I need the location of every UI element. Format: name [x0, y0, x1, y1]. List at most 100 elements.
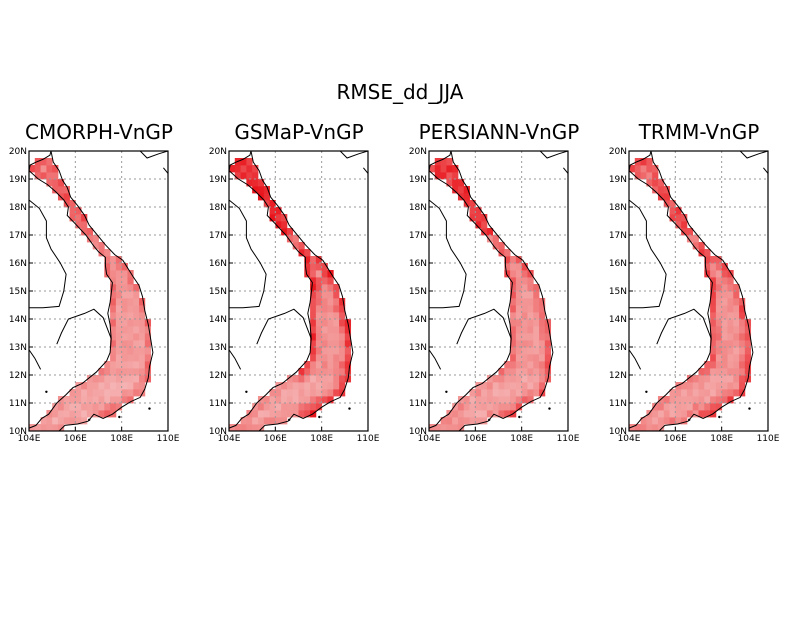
lat-tick-label: 20N	[9, 147, 27, 157]
map-panel-4: 10N 11N 12N 13N 14N 15N 16N 17N 18N 19N 20N 104E 106…	[609, 147, 780, 444]
lon-tick-label: 104E	[18, 434, 41, 444]
lon-tick-label: 108E	[110, 434, 133, 444]
lat-tick-label: 13N	[209, 343, 227, 353]
border-line	[656, 308, 712, 345]
gridlines	[29, 151, 168, 431]
lat-tick-label: 11N	[609, 399, 627, 409]
lon-tick-label: 106E	[264, 434, 287, 444]
island-dot	[645, 390, 648, 393]
lat-tick-label: 15N	[409, 287, 427, 297]
lat-tick-label: 11N	[209, 399, 227, 409]
rmse-cells	[229, 158, 352, 431]
island-dot	[45, 390, 48, 393]
border-line	[429, 199, 467, 309]
panel-title-trmm: TRMM-VnGP	[638, 120, 760, 144]
border-line	[429, 349, 442, 370]
border-line	[139, 151, 168, 159]
lon-tick-label: 106E	[664, 434, 687, 444]
lat-tick-label: 13N	[9, 343, 27, 353]
border-line	[56, 308, 112, 345]
lat-tick-label: 10N	[9, 427, 27, 437]
border-line	[539, 151, 568, 159]
lat-tick-label: 17N	[609, 231, 627, 241]
lon-tick-label: 110E	[757, 434, 780, 444]
border-line	[629, 199, 667, 309]
lat-tick-label: 18N	[209, 203, 227, 213]
border-line	[29, 349, 42, 370]
lon-tick-label: 106E	[464, 434, 487, 444]
lat-tick-label: 16N	[609, 259, 627, 269]
island-dot	[718, 415, 721, 419]
lon-tick-label: 110E	[557, 434, 580, 444]
lat-tick-label: 15N	[209, 287, 227, 297]
lat-tick-label: 17N	[9, 231, 27, 241]
lat-tick-label: 19N	[409, 175, 427, 185]
lat-tick-label: 18N	[9, 203, 27, 213]
island-dot	[488, 418, 491, 421]
coastline	[229, 151, 354, 431]
lat-tick-label: 13N	[409, 343, 427, 353]
lat-tick-label: 14N	[409, 315, 427, 325]
border-line	[29, 199, 67, 309]
lat-tick-label: 16N	[209, 259, 227, 269]
map-panel-1: 10N 11N 12N 13N 14N 15N 16N 17N 18N 19N 20N 104E 106…	[9, 147, 180, 444]
island-dot	[445, 390, 448, 393]
lat-tick-label: 19N	[609, 175, 627, 185]
lat-tick-label: 16N	[9, 259, 27, 269]
gridlines	[629, 151, 768, 431]
lat-tick-label: 10N	[409, 427, 427, 437]
lat-tick-label: 14N	[9, 315, 27, 325]
lat-tick-label: 17N	[409, 231, 427, 241]
lon-tick-label: 104E	[418, 434, 441, 444]
border-line	[229, 199, 267, 309]
map-panel-3: 10N 11N 12N 13N 14N 15N 16N 17N 18N 19N 20N 104E 106…	[409, 147, 580, 444]
lat-tick-label: 20N	[209, 147, 227, 157]
island-dot	[518, 415, 521, 419]
lon-tick-label: 108E	[710, 434, 733, 444]
rmse-cells	[629, 158, 752, 431]
island-dot	[245, 390, 248, 393]
lat-tick-label: 19N	[9, 175, 27, 185]
lat-tick-label: 12N	[209, 371, 227, 381]
coastline	[629, 151, 754, 431]
island-dot	[148, 407, 151, 410]
island-dot	[748, 407, 751, 410]
lat-tick-label: 18N	[609, 203, 627, 213]
lon-tick-label: 104E	[218, 434, 241, 444]
lon-tick-label: 106E	[64, 434, 87, 444]
island-dot	[88, 418, 91, 421]
lon-tick-label: 108E	[310, 434, 333, 444]
lat-tick-label: 15N	[609, 287, 627, 297]
border-line	[763, 167, 768, 174]
border-line	[629, 349, 642, 370]
lat-tick-label: 11N	[9, 399, 27, 409]
lat-tick-label: 12N	[609, 371, 627, 381]
island-dot	[348, 407, 351, 410]
figure-title: RMSE_dd_JJA	[336, 80, 464, 104]
lat-tick-label: 20N	[409, 147, 427, 157]
gridlines	[429, 151, 568, 431]
border-line	[339, 151, 368, 159]
lat-tick-label: 20N	[609, 147, 627, 157]
rmse-cells	[29, 158, 152, 431]
island-dot	[288, 418, 291, 421]
border-line	[163, 167, 168, 174]
border-line	[739, 151, 768, 159]
rmse-cells	[429, 158, 552, 431]
lat-tick-label: 10N	[609, 427, 627, 437]
lat-tick-label: 14N	[609, 315, 627, 325]
lat-tick-label: 10N	[209, 427, 227, 437]
island-dot	[118, 415, 121, 419]
lat-tick-label: 12N	[9, 371, 27, 381]
lat-tick-label: 12N	[409, 371, 427, 381]
panel-title-cmorph: CMORPH-VnGP	[25, 120, 173, 144]
lat-tick-label: 16N	[409, 259, 427, 269]
lat-tick-label: 17N	[209, 231, 227, 241]
lat-tick-label: 19N	[209, 175, 227, 185]
border-line	[229, 349, 242, 370]
island-dot	[688, 418, 691, 421]
island-dot	[318, 415, 321, 419]
lon-tick-label: 110E	[357, 434, 380, 444]
lat-tick-label: 13N	[609, 343, 627, 353]
map-panel-2: 10N 11N 12N 13N 14N 15N 16N 17N 18N 19N 20N 104E 106…	[209, 147, 380, 444]
